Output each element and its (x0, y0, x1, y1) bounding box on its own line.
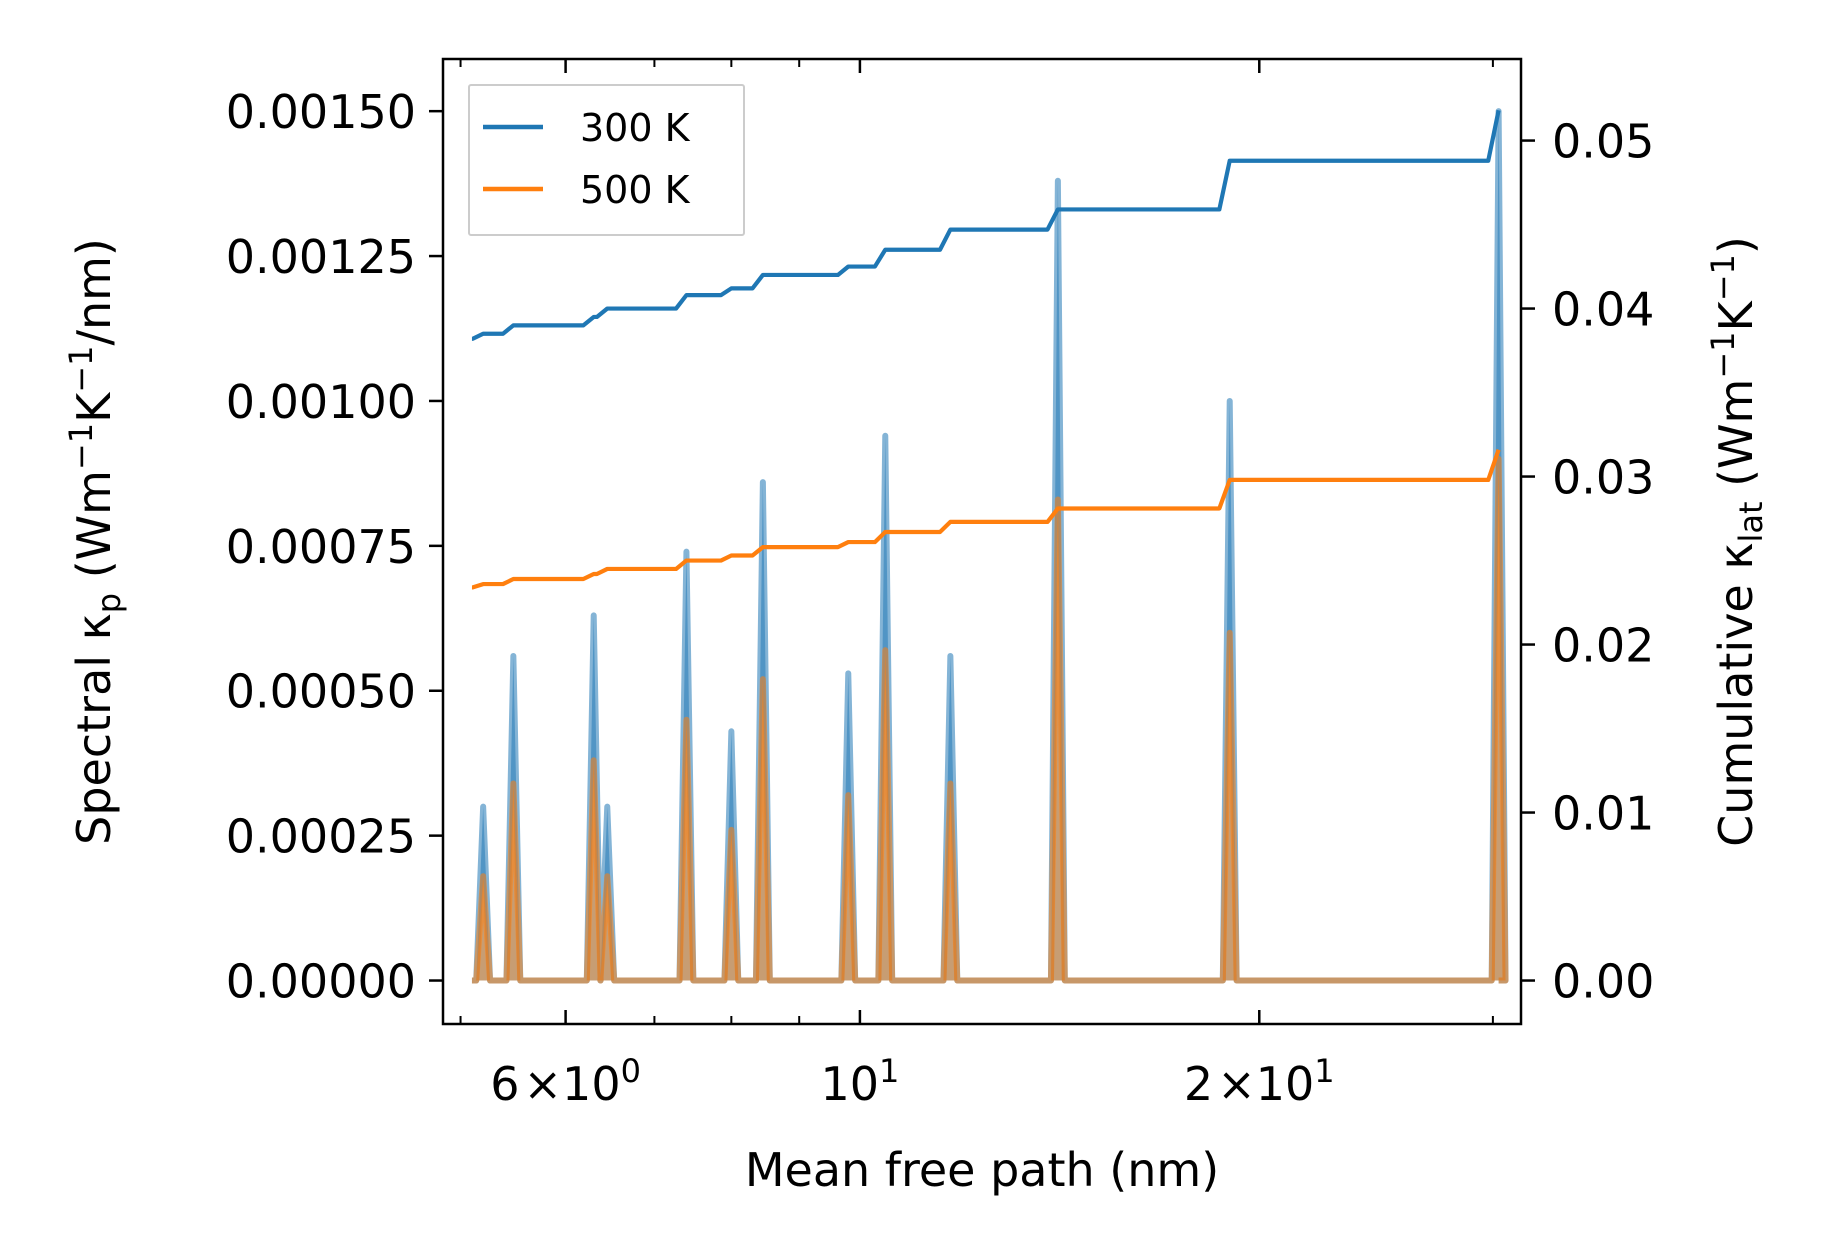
y-right-axis-title-sub: lat (1732, 502, 1770, 543)
plot-frame (441, 57, 1523, 1026)
y-right-tick-label-0: 0.00 (1552, 955, 1654, 1009)
cumulative-line-1 (470, 448, 1501, 590)
y-right-axis-title-sup1: −1 (1704, 331, 1742, 378)
y-right-axis-title-prefix: Cumulative κ (1709, 543, 1763, 847)
x-tick-label-base-2: 2 (1184, 1057, 1213, 1111)
y-left-tick-label-4: 0.00100 (226, 375, 416, 429)
axes: 6×100 101 2×1010.000000.000250.000500.0007… (62, 57, 1770, 1197)
legend-label-1: 500 K (580, 168, 691, 212)
y-left-tick-label-5: 0.00125 (226, 230, 416, 284)
x-tick-label-0: 6×100 (490, 1052, 641, 1111)
y-left-axis-title-prefix: Spectral κ (67, 613, 121, 845)
y-right-axis-title-mid: K (1709, 299, 1763, 331)
x-tick-label-exp-2: 1 (1314, 1052, 1334, 1090)
y-right-tick-label-5: 0.05 (1552, 115, 1654, 169)
y-right-axis-title-unit: (Wm (1709, 379, 1763, 502)
y-left-tick-label-6: 0.00150 (226, 85, 416, 139)
x-tick-label-base-0: 6 (490, 1057, 519, 1111)
y-right-axis-title: Cumulative κlat (Wm−1K−1) (1704, 236, 1770, 847)
legend-label-0: 300 K (580, 106, 691, 150)
spectral-line-1 (471, 455, 1509, 984)
y-left-axis-title: Spectral κp (Wm−1K−1/nm) (62, 238, 128, 845)
y-right-axis-title-sup2: −1 (1704, 254, 1742, 301)
y-left-axis-title-sup2: −1 (62, 346, 100, 393)
x-tick-label-mult-0: ×10 (524, 1057, 621, 1111)
plot-area (470, 108, 1509, 984)
cumulative-line-0 (470, 109, 1501, 341)
y-right-tick-label-1: 0.01 (1552, 787, 1654, 841)
x-tick-label-exp-1: 1 (879, 1052, 899, 1090)
x-tick-label-1: 101 (820, 1052, 899, 1111)
y-right-tick-label-3: 0.03 (1552, 451, 1654, 505)
y-left-axis-title-mid: K (67, 391, 121, 423)
y-left-axis-title-sub: p (90, 593, 128, 613)
legend: 300 K 500 K (468, 84, 745, 236)
y-right-tick-label-2: 0.02 (1552, 619, 1654, 673)
y-left-tick-label-3: 0.00075 (226, 520, 416, 574)
y-left-tick-label-2: 0.00050 (226, 665, 416, 719)
x-tick-label-base-1: 10 (820, 1057, 879, 1111)
y-right-tick-label-4: 0.04 (1552, 283, 1654, 337)
y-left-tick-label-0: 0.00000 (226, 955, 416, 1009)
x-axis-title: Mean free path (nm) (745, 1143, 1219, 1197)
y-right-axis-title-end: ) (1709, 236, 1763, 254)
legend-box (468, 84, 745, 236)
x-tick-label-2: 2×101 (1184, 1052, 1335, 1111)
y-left-axis-title-sup1: −1 (62, 423, 100, 470)
x-tick-label-mult-2: ×10 (1217, 1057, 1314, 1111)
y-left-axis-title-unit: (Wm (67, 470, 121, 593)
y-left-tick-label-1: 0.00025 (226, 810, 416, 864)
y-left-axis-title-end: /nm) (67, 238, 121, 345)
x-tick-label-exp-0: 0 (621, 1052, 641, 1090)
